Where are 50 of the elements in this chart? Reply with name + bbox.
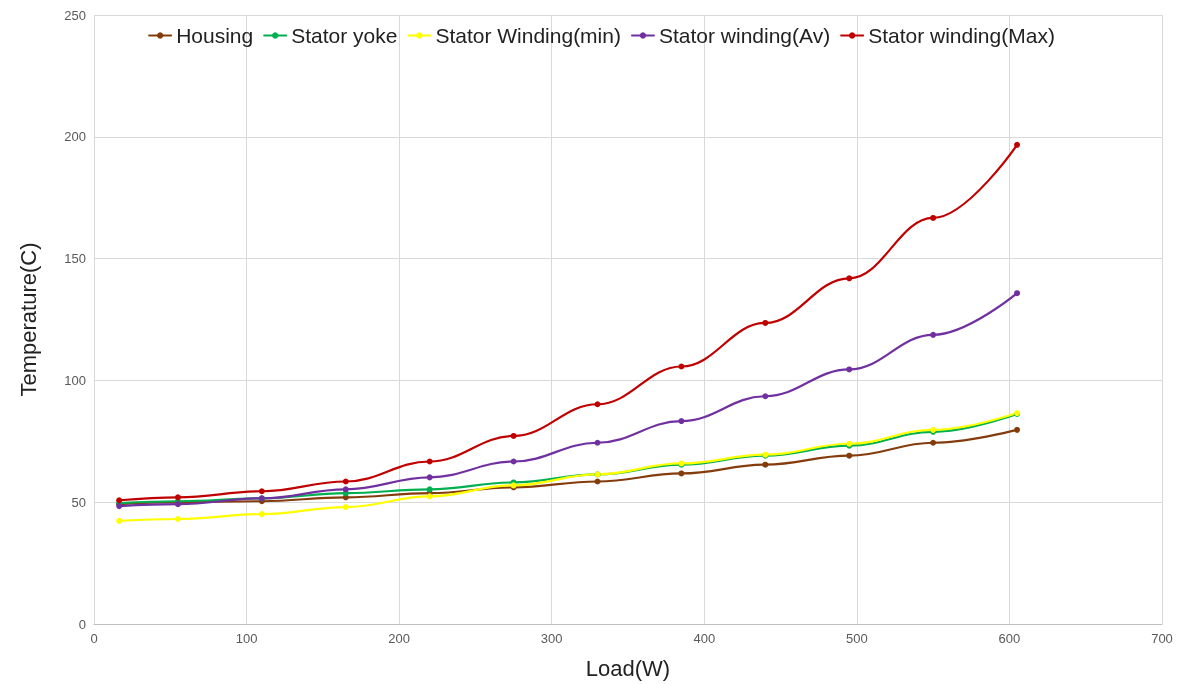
y-axis-title: Temperature(C) xyxy=(15,242,41,397)
point xyxy=(1014,290,1021,297)
x-axis-title: Load(W) xyxy=(585,655,671,681)
x-tick-label: 600 xyxy=(998,631,1021,646)
y-tick-label: 200 xyxy=(64,129,86,145)
point xyxy=(1014,426,1021,433)
y-tick-label: 0 xyxy=(78,616,86,632)
point xyxy=(426,486,433,493)
point xyxy=(594,439,601,446)
point xyxy=(174,516,181,523)
legend-label: Housing xyxy=(176,24,254,47)
x-tick-label: 400 xyxy=(693,631,716,646)
y-tick-label: 150 xyxy=(64,251,86,267)
point xyxy=(930,214,937,221)
x-tick-label: 100 xyxy=(235,631,258,646)
point xyxy=(116,517,123,524)
legend-label: Stator Winding(min) xyxy=(435,24,621,47)
legend-label: Stator winding(Max) xyxy=(868,24,1055,47)
point xyxy=(846,452,853,459)
point xyxy=(258,511,265,518)
x-tick-label: 500 xyxy=(846,631,868,646)
point xyxy=(846,366,853,373)
point xyxy=(258,488,265,495)
point xyxy=(174,494,181,501)
point xyxy=(594,478,601,485)
point xyxy=(510,432,517,439)
y-tick-label: 250 xyxy=(64,7,86,23)
x-tick-label: 300 xyxy=(540,631,563,646)
legend-label: Stator winding(Av) xyxy=(658,24,831,47)
x-tick-label: 700 xyxy=(1151,631,1173,646)
point xyxy=(930,331,937,338)
point xyxy=(762,393,769,400)
point xyxy=(510,458,517,465)
point xyxy=(846,275,853,282)
x-tick-label: 200 xyxy=(388,631,410,646)
point xyxy=(930,439,937,446)
legend-label: Stator yoke xyxy=(291,24,398,47)
point xyxy=(762,319,769,326)
point xyxy=(678,418,685,425)
x-tick-label: 0 xyxy=(90,631,98,646)
point xyxy=(342,504,349,511)
point xyxy=(594,401,601,408)
point xyxy=(342,486,349,493)
y-tick-label: 100 xyxy=(64,372,86,388)
point xyxy=(762,461,769,468)
y-tick-label: 50 xyxy=(71,494,86,510)
point xyxy=(678,363,685,370)
point xyxy=(1014,141,1021,148)
point xyxy=(678,470,685,477)
point xyxy=(426,474,433,481)
